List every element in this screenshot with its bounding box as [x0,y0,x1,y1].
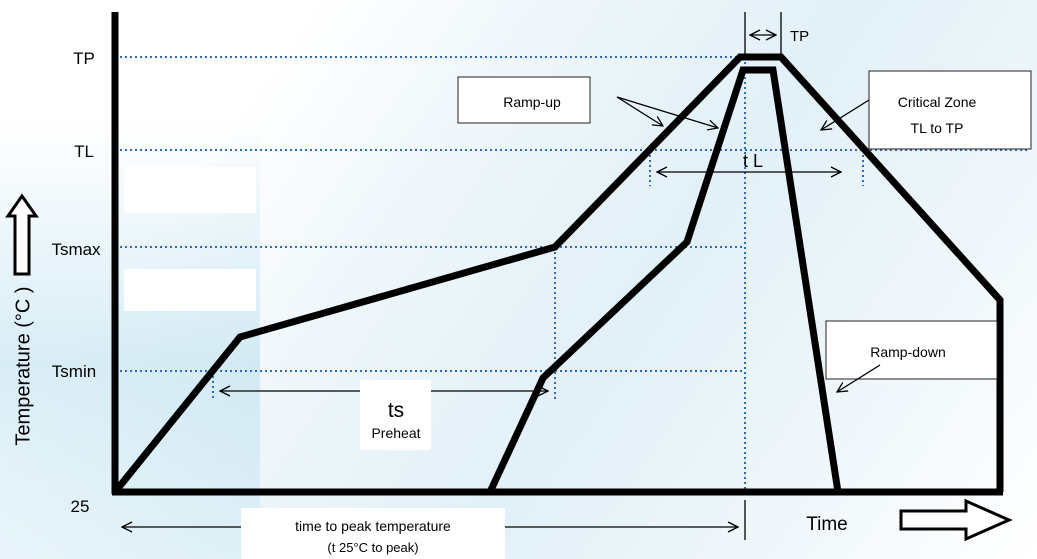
ramp-up-label: Ramp-up [503,94,561,110]
ramp-down-label: Ramp-down [870,344,945,360]
ramp-up-pointer-2 [616,96,718,128]
time-to-peak-label-line1: time to peak temperature [295,518,451,534]
temperature-direction-arrow-icon [5,193,39,276]
tp-level-label: TP [73,49,95,68]
critical-zone-box [868,70,1032,150]
preheat-label: Preheat [371,425,420,441]
tl-level-label: TL [74,142,94,161]
tp-width-label: TP [790,28,809,45]
ts-label: ts [388,399,404,422]
time-to-peak-box [241,508,505,559]
inner-profile-curve [486,66,842,494]
ramp-up-pointer-1 [616,96,663,126]
outer-profile-curve [112,53,1004,495]
tl-duration-label: t L [743,151,763,171]
ramp-up-box [457,76,591,124]
tsmax-level-label: Tsmax [51,240,101,259]
ts-preheat-box [360,380,431,450]
time-to-peak-label-line2: (t 25°C to peak) [327,540,418,555]
guide-lines [115,56,1030,492]
time-direction-arrow-icon [899,498,1013,542]
x-axis-label: Time [806,514,848,535]
tsmin-level-label: Tsmin [52,362,96,381]
blank-box-upper [124,167,256,213]
critical-zone-label-line2: TL to TP [911,120,964,136]
y-axis-label: Temperature (°C ) [12,286,35,446]
critical-zone-pointer [821,99,870,130]
ramp-down-box [825,320,998,380]
t25-level-label: 25 [71,497,90,516]
ramp-down-pointer [837,364,881,392]
critical-zone-label-line1: Critical Zone [898,94,977,110]
blank-box-lower [124,269,256,311]
